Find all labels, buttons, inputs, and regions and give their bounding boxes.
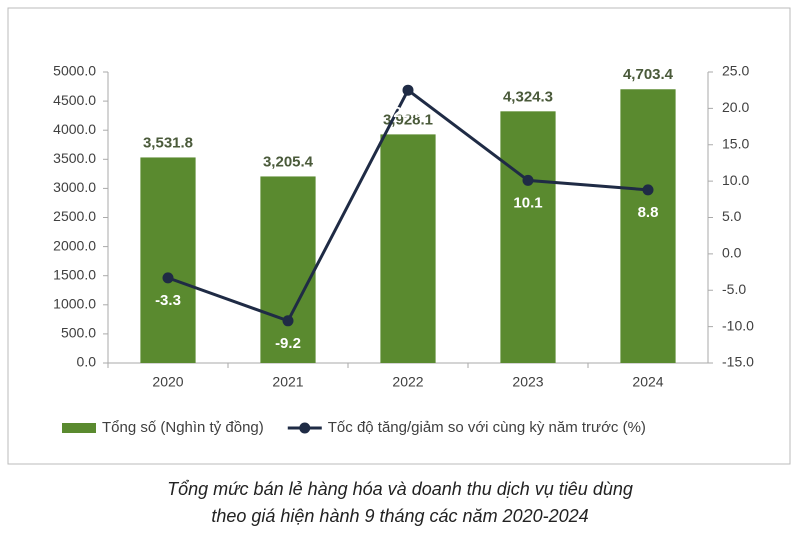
legend-label: Tốc độ tăng/giảm so với cùng kỳ năm trướ… [328, 419, 646, 436]
bar [380, 134, 436, 363]
y-tick-label: 3500.0 [53, 150, 96, 166]
line-value-label: 10.1 [513, 194, 542, 211]
bar-value-label: 4,324.3 [503, 88, 553, 105]
bar-value-label: 3,205.4 [263, 153, 314, 170]
line-value-label: -3.3 [155, 292, 181, 309]
line-marker [522, 174, 534, 186]
y-tick-label: 4500.0 [53, 92, 96, 108]
y2-tick-label: 20.0 [722, 99, 749, 115]
line-marker [162, 272, 174, 284]
x-tick-label: 2020 [152, 374, 183, 390]
x-tick-label: 2023 [512, 374, 543, 390]
y2-tick-label: 25.0 [722, 63, 749, 79]
line-value-label: 8.8 [638, 204, 659, 221]
y-tick-label: 1000.0 [53, 296, 96, 312]
bar [620, 89, 676, 364]
line-marker [642, 184, 654, 196]
line-marker [402, 84, 414, 96]
y2-tick-label: -5.0 [722, 281, 746, 297]
line-value-label: 22.5 [393, 104, 422, 121]
y-tick-label: 1500.0 [53, 266, 96, 282]
caption: Tổng mức bán lẻ hàng hóa và doanh thu dị… [167, 479, 633, 499]
y2-tick-label: 0.0 [722, 245, 742, 261]
legend-swatch [62, 423, 96, 433]
y-tick-label: 0.0 [77, 354, 97, 370]
bar [500, 111, 556, 363]
caption: theo giá hiện hành 9 tháng các năm 2020-… [211, 506, 588, 526]
line-value-label: -9.2 [275, 335, 301, 352]
y-tick-label: 4000.0 [53, 121, 96, 137]
y-tick-label: 500.0 [61, 325, 96, 341]
y-tick-label: 2000.0 [53, 237, 96, 253]
bar-value-label: 4,703.4 [623, 66, 674, 83]
y2-tick-label: 10.0 [722, 172, 749, 188]
x-tick-label: 2022 [392, 374, 423, 390]
legend-label: Tổng số (Nghìn tỷ đồng) [102, 419, 264, 436]
bar [260, 176, 316, 363]
x-tick-label: 2021 [272, 374, 303, 390]
line-marker [282, 315, 294, 327]
y-tick-label: 2500.0 [53, 208, 96, 224]
y-tick-label: 5000.0 [53, 63, 96, 79]
bar-value-label: 3,531.8 [143, 134, 193, 151]
y2-tick-label: -10.0 [722, 317, 754, 333]
y2-tick-label: 5.0 [722, 208, 742, 224]
y-tick-label: 3000.0 [53, 179, 96, 195]
y2-tick-label: 15.0 [722, 135, 749, 151]
x-tick-label: 2024 [632, 374, 663, 390]
y2-tick-label: -15.0 [722, 354, 754, 370]
bar [140, 157, 196, 363]
legend-swatch [299, 422, 311, 434]
